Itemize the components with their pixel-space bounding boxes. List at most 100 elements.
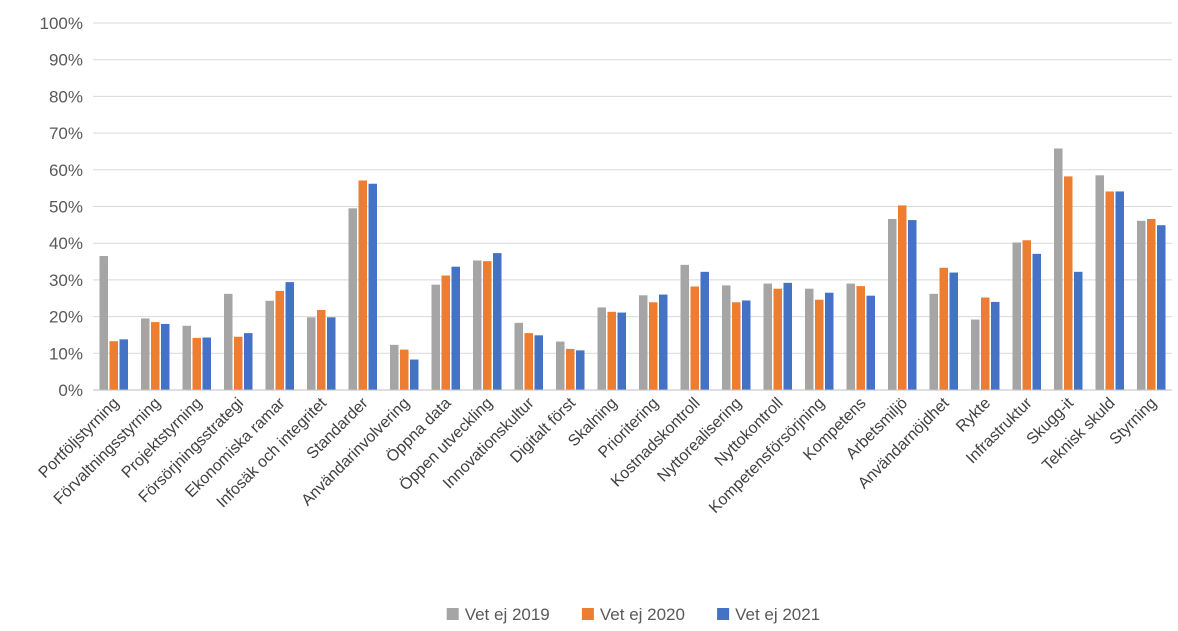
bar-group <box>99 256 128 390</box>
bar-group <box>348 180 377 390</box>
legend-label: Vet ej 2019 <box>465 605 550 624</box>
bar <box>607 311 616 390</box>
gridlines <box>93 22 1172 354</box>
bar <box>161 323 170 390</box>
legend-item: Vet ej 2021 <box>717 605 820 624</box>
legend-item: Vet ej 2020 <box>581 605 685 624</box>
bar <box>441 275 450 390</box>
bar-group <box>265 282 294 390</box>
bar <box>224 293 233 390</box>
bar <box>763 283 772 390</box>
bar <box>514 322 523 390</box>
bar <box>99 256 108 390</box>
bar <box>815 299 824 390</box>
bar <box>275 290 284 390</box>
category-labels: PortföljstyrningFörvaltningsstyrningProj… <box>36 394 1160 517</box>
bar <box>866 295 875 390</box>
bar <box>690 286 699 390</box>
y-tick-label: 100% <box>40 14 83 33</box>
bar <box>285 282 294 390</box>
bar <box>825 292 834 390</box>
bar <box>742 300 751 390</box>
bar <box>493 253 502 390</box>
bar <box>659 294 668 390</box>
bar-group <box>556 341 585 390</box>
bar <box>1095 175 1104 390</box>
bar-group <box>390 344 419 390</box>
bar <box>722 285 731 390</box>
legend: Vet ej 2019 Vet ej 2020 Vet ej 2021 <box>446 605 820 624</box>
legend-swatch <box>717 608 730 620</box>
bar <box>1105 191 1114 390</box>
y-tick-label: 50% <box>49 198 83 217</box>
bar <box>805 288 814 390</box>
bar <box>888 218 897 390</box>
bar-group <box>514 322 543 390</box>
bar-group <box>182 325 211 390</box>
bar <box>534 335 543 390</box>
bar-group <box>846 283 875 390</box>
bar <box>141 318 150 390</box>
bar-group <box>971 297 1000 390</box>
bar <box>410 359 419 390</box>
bar <box>949 272 958 390</box>
y-axis-ticks: 0% 10% 20% 30% 40% 50% 60% 70% 80% 90% 100% <box>40 14 83 400</box>
bar <box>451 266 460 390</box>
bar-group <box>805 288 834 390</box>
legend-swatch <box>446 608 459 620</box>
y-tick-label: 60% <box>49 161 83 180</box>
bar-group <box>1095 175 1124 390</box>
y-tick-label: 70% <box>49 124 83 143</box>
bar <box>473 260 482 390</box>
bar <box>244 333 253 390</box>
bar <box>981 297 990 390</box>
bar <box>1115 191 1124 390</box>
y-tick-label: 80% <box>49 87 83 106</box>
y-tick-label: 20% <box>49 308 83 327</box>
bar <box>617 312 626 390</box>
bar <box>1054 148 1063 390</box>
bar-group <box>763 282 792 390</box>
bar-group <box>597 307 626 390</box>
bar-group <box>1012 240 1041 390</box>
bar <box>483 261 492 390</box>
bar <box>1032 253 1041 390</box>
bar <box>649 302 658 390</box>
bar <box>151 322 160 390</box>
bar <box>1064 176 1073 390</box>
bar <box>856 286 865 390</box>
bar <box>556 341 565 390</box>
bar <box>400 349 409 390</box>
bar-group <box>639 294 668 390</box>
bar <box>898 205 907 390</box>
bar <box>639 295 648 390</box>
bar-group <box>431 266 460 390</box>
bar <box>846 283 855 390</box>
bar <box>1137 220 1146 390</box>
bar <box>202 337 211 390</box>
legend-label: Vet ej 2020 <box>600 605 685 624</box>
bar-group <box>722 285 751 390</box>
bar <box>348 208 357 390</box>
bars <box>99 148 1166 390</box>
bar <box>109 341 118 390</box>
bar <box>307 317 316 390</box>
bar <box>390 344 399 390</box>
bar <box>265 300 274 390</box>
bar <box>327 317 336 390</box>
x-category-label: Teknisk skuld <box>1039 395 1118 474</box>
y-tick-label: 30% <box>49 271 83 290</box>
legend-label: Vet ej 2021 <box>735 605 820 624</box>
bar <box>908 220 917 390</box>
bar <box>431 284 440 390</box>
bar-group <box>473 253 502 390</box>
bar <box>1074 271 1083 390</box>
bar-group <box>1054 148 1083 390</box>
bar <box>971 319 980 390</box>
bar <box>597 307 606 390</box>
bar <box>576 350 585 390</box>
bar <box>680 264 689 390</box>
bar <box>929 293 938 390</box>
